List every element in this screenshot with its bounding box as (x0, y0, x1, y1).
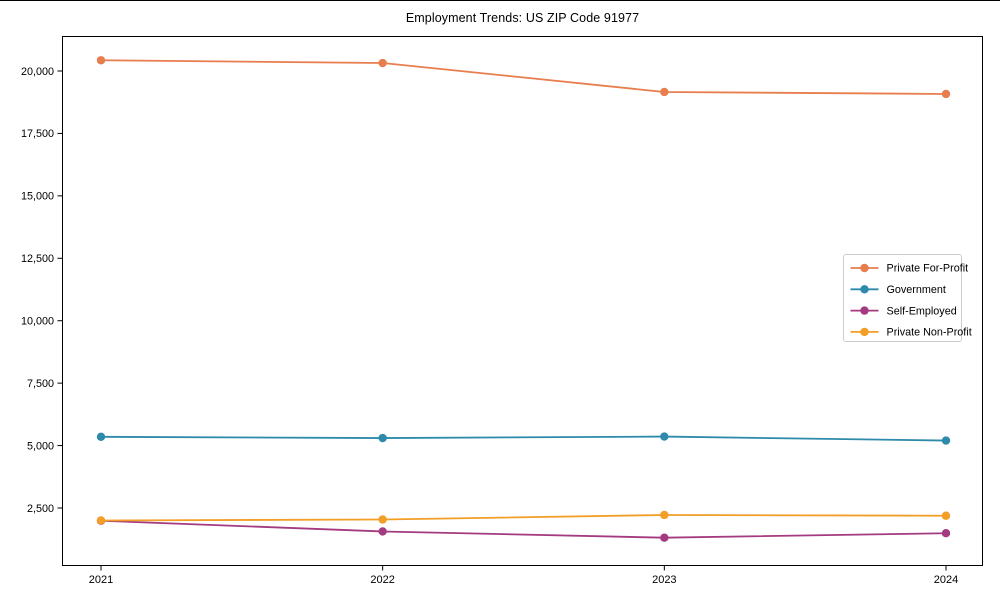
data-point-private-for-profit-2024 (941, 89, 951, 99)
legend-item-self-employed: Self-Employed (850, 305, 957, 317)
legend-marker-government (860, 285, 869, 294)
legend-label-private-non-profit: Private Non-Profit (887, 327, 972, 339)
data-point-self-employed-2024 (941, 529, 951, 538)
chart-title: Employment Trends: US ZIP Code 91977 (405, 11, 640, 25)
data-point-government-2021 (96, 432, 106, 442)
data-point-private-for-profit-2021 (96, 56, 106, 65)
data-point-private-non-profit-2024 (941, 511, 951, 520)
y-tick-label-15000: 15,000 (21, 191, 54, 203)
legend-label-private-for-profit: Private For-Profit (887, 263, 969, 275)
data-point-government-2022 (378, 433, 387, 443)
legend-label-government: Government (887, 284, 946, 296)
data-point-private-non-profit-2021 (96, 516, 106, 525)
data-point-government-2023 (660, 432, 669, 441)
legend-item-private-non-profit: Private Non-Profit (850, 327, 972, 339)
data-point-private-non-profit-2022 (378, 515, 387, 524)
legend-marker-private-non-profit (860, 327, 869, 337)
legend-marker-private-for-profit (860, 263, 869, 273)
data-point-government-2024 (941, 436, 951, 445)
y-tick-label-7500: 7,500 (27, 378, 54, 390)
x-tick-label-2023: 2023 (652, 574, 676, 586)
legend-label-self-employed: Self-Employed (887, 305, 957, 317)
y-tick-label-20000: 20,000 (21, 66, 54, 78)
series-line-private-for-profit (100, 59, 947, 95)
legend-marker-self-employed (860, 306, 869, 315)
data-point-private-for-profit-2022 (378, 58, 387, 68)
plot-frame (62, 36, 983, 566)
series-line-self-employed (100, 519, 947, 539)
x-tick-label-2022: 2022 (370, 574, 394, 586)
y-tick-label-2500: 2,500 (27, 503, 54, 515)
legend: Private For-Profit Government Self-Employe… (843, 254, 972, 342)
data-point-self-employed-2022 (378, 527, 387, 536)
x-tick-label-2024: 2024 (934, 574, 958, 586)
legend-box (843, 254, 962, 342)
data-point-private-for-profit-2023 (660, 87, 669, 97)
y-tick-label-17500: 17,500 (21, 128, 54, 140)
data-point-self-employed-2023 (660, 533, 669, 542)
legend-item-government: Government (850, 284, 946, 296)
x-tick-label-2021: 2021 (89, 574, 113, 586)
y-tick-label-12500: 12,500 (21, 253, 54, 265)
y-tick-label-5000: 5,000 (27, 440, 54, 452)
series-line-private-non-profit (100, 514, 947, 522)
data-point-private-non-profit-2023 (660, 510, 669, 520)
legend-item-private-for-profit: Private For-Profit (850, 263, 969, 275)
series-line-government (100, 435, 947, 442)
y-tick-label-10000: 10,000 (21, 316, 54, 328)
